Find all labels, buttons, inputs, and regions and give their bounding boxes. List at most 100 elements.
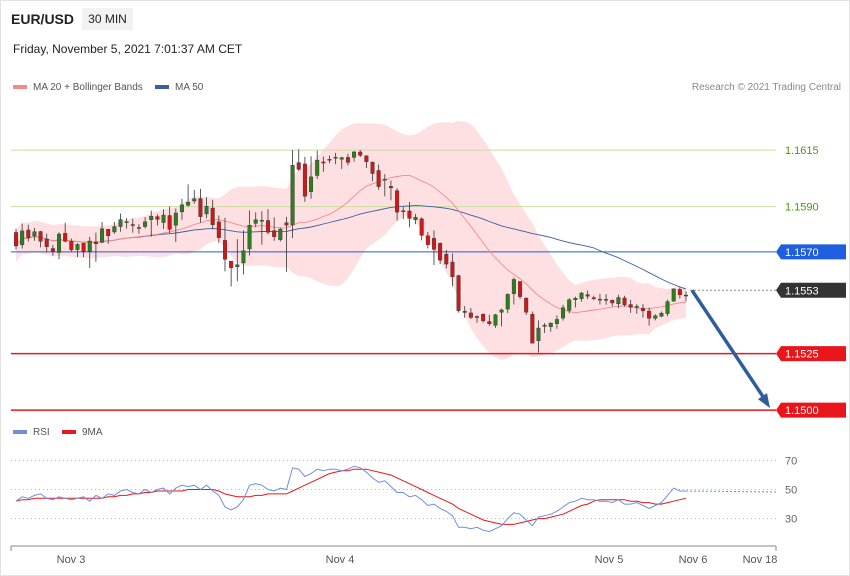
candle	[235, 239, 240, 282]
rsi-9ma-line	[15, 468, 687, 525]
candle-body	[659, 312, 664, 317]
candle	[444, 249, 449, 269]
candle	[505, 293, 510, 314]
candle	[388, 180, 393, 201]
price-tag-label: 1.1500	[785, 405, 819, 417]
candle-body	[358, 151, 363, 156]
candle	[186, 184, 191, 207]
candle	[610, 299, 615, 307]
candle	[112, 221, 117, 234]
candle	[671, 288, 676, 302]
candle-body	[315, 159, 320, 176]
interval-badge[interactable]: 30 MIN	[88, 12, 127, 26]
candle-body	[63, 233, 68, 242]
candle-body	[554, 319, 559, 324]
candle-body	[149, 215, 154, 220]
price-tag-bg	[776, 244, 846, 260]
candle-body	[235, 264, 240, 267]
candle-body	[143, 221, 148, 227]
symbol-title: EUR/USD	[11, 11, 74, 27]
candle-body	[487, 321, 492, 324]
candle	[567, 298, 572, 314]
x-tick-label: Nov 18	[743, 554, 778, 566]
candle-body	[296, 162, 301, 170]
candle	[634, 304, 639, 314]
candle-body	[44, 238, 49, 247]
candle-body	[75, 244, 80, 250]
candle-body	[462, 311, 467, 313]
candle	[26, 224, 31, 242]
candle	[376, 164, 381, 190]
candle-body	[493, 314, 498, 326]
candle	[50, 244, 55, 256]
candle-body	[413, 217, 418, 220]
candle	[296, 149, 301, 171]
candle-body	[653, 315, 658, 319]
candle	[204, 197, 209, 219]
candle	[179, 198, 184, 220]
candle	[419, 217, 424, 241]
candle	[585, 290, 590, 300]
candle-body	[112, 226, 117, 233]
candle-body	[382, 178, 387, 181]
candle	[345, 153, 350, 166]
candle	[266, 209, 271, 235]
candle	[456, 274, 461, 313]
candle-body	[407, 210, 412, 219]
candle-body	[124, 221, 129, 223]
candle	[647, 307, 652, 326]
x-tick-label: Nov 4	[326, 554, 355, 566]
candle-body	[192, 198, 197, 202]
candle	[247, 210, 252, 256]
candle	[604, 294, 609, 305]
candle-body	[198, 198, 203, 217]
candle	[155, 214, 160, 226]
rsi-level-label: 50	[785, 485, 797, 497]
candle-body	[32, 231, 37, 237]
candle	[13, 228, 18, 250]
candle	[222, 217, 227, 272]
candle-body	[229, 260, 234, 268]
candle	[684, 291, 689, 302]
candle	[659, 311, 664, 318]
candle	[407, 201, 412, 228]
candle-body	[100, 228, 105, 243]
price-tag-bg	[776, 402, 846, 418]
candle	[628, 299, 633, 313]
candle	[327, 155, 332, 164]
candle	[315, 150, 320, 179]
bollinger-band-fill	[16, 120, 686, 361]
candle-body	[665, 301, 670, 314]
price-tag-1.1553: 1.1553	[776, 282, 846, 298]
candle	[20, 223, 25, 249]
candle-body	[266, 220, 271, 233]
price-tag-label: 1.1553	[785, 285, 819, 297]
candle	[548, 322, 553, 332]
time-axis: Nov 3 Nov 4 Nov 5 Nov 6 Nov 18	[10, 545, 778, 566]
candle-body	[118, 219, 123, 227]
candle	[192, 189, 197, 204]
legend-rsi-label: RSI	[33, 427, 50, 438]
candle-body	[87, 240, 92, 253]
rsi-projection	[685, 490, 777, 493]
candle-body	[364, 155, 369, 162]
candle	[32, 227, 37, 241]
candle	[321, 156, 326, 172]
candle	[352, 150, 357, 162]
candle	[591, 295, 596, 301]
candle	[622, 295, 627, 307]
candle	[450, 253, 455, 287]
candle-body	[186, 201, 191, 206]
candle	[124, 217, 129, 229]
candle-body	[388, 186, 393, 189]
candle	[333, 152, 338, 165]
candle	[370, 161, 375, 182]
candle-body	[622, 297, 627, 305]
candle-body	[610, 300, 615, 304]
candle-body	[339, 157, 344, 160]
interval-badge-bg[interactable]	[82, 8, 133, 30]
credit-text: Research © 2021 Trading Central	[692, 82, 841, 93]
candle	[290, 149, 295, 239]
candle-body	[579, 292, 584, 299]
candle	[259, 211, 264, 245]
